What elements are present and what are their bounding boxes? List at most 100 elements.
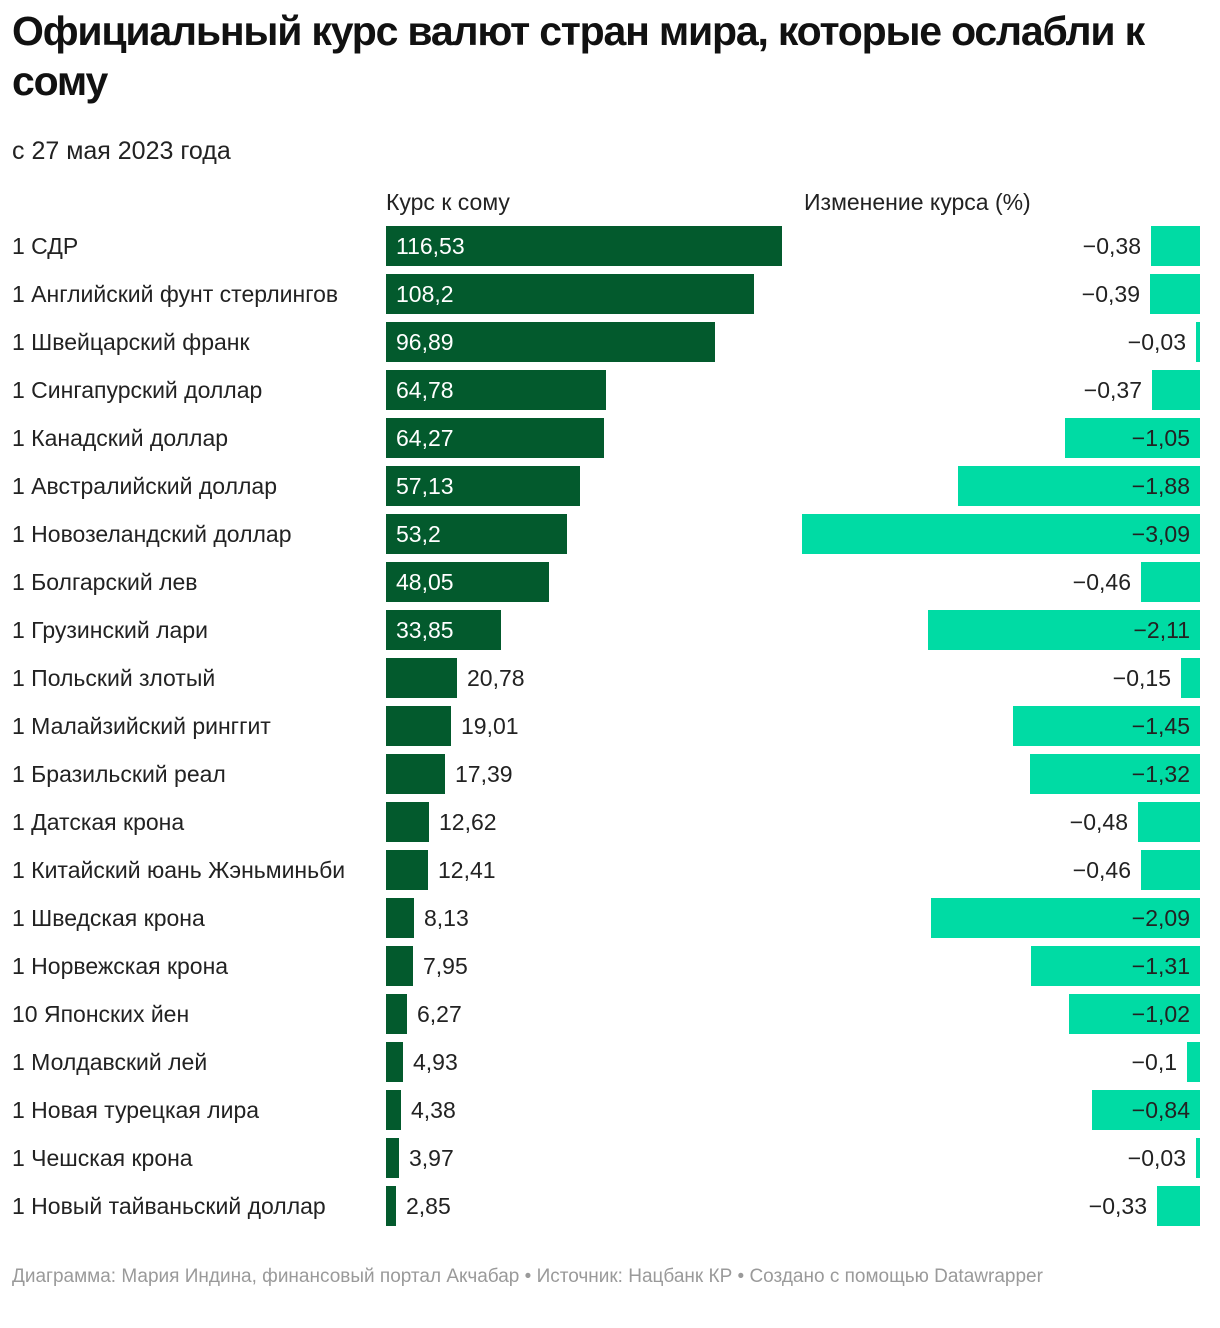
rate-value-label: 96,89 [396,329,454,355]
change-bar [1196,322,1200,362]
rate-bar [386,1090,401,1130]
change-bar [931,898,1200,938]
rate-value-label: 4,38 [411,1097,456,1123]
rate-bar [386,322,715,362]
rate-bar [386,274,754,314]
rate-bar [386,706,451,746]
chart-row: 1 Швейцарский франк 96,89 −0,03 [0,322,1220,362]
category-label: 1 Сингапурский доллар [12,377,263,403]
change-bar [1152,370,1200,410]
category-label: 1 Новая турецкая лира [12,1097,260,1123]
change-value-label: −1,02 [1131,1001,1190,1027]
change-bar [1069,994,1200,1034]
change-value-label: −0,15 [1112,665,1171,691]
rate-value-label: 2,85 [406,1193,451,1219]
rate-value-label: 116,53 [396,233,465,259]
rate-value-label: 19,01 [461,713,519,739]
change-value-label: −0,38 [1082,233,1141,259]
chart-row: 1 Бразильский реал 17,39 −1,32 [0,754,1220,794]
chart-row: 1 Польский злотый 20,78 −0,15 [0,658,1220,698]
change-value-label: −0,37 [1083,377,1142,403]
rate-value-label: 3,97 [409,1145,454,1171]
category-label: 1 Шведская крона [12,905,205,931]
rate-value-label: 57,13 [396,473,454,499]
change-bar [1151,226,1200,266]
change-value-label: −0,33 [1088,1193,1147,1219]
chart-row: 1 Английский фунт стерлингов 108,2 −0,39 [0,274,1220,314]
chart-row: 1 Австралийский доллар 57,13 −1,88 [0,466,1220,506]
rate-bar [386,850,428,890]
rate-bar [386,1138,399,1178]
change-value-label: −0,03 [1127,329,1186,355]
chart-row: 1 Новый тайваньский доллар 2,85 −0,33 [0,1186,1220,1226]
category-label: 1 Чешская крона [12,1145,193,1171]
rate-bar [386,1042,403,1082]
chart-row: 1 Норвежская крона 7,95 −1,31 [0,946,1220,986]
chart-row: 1 Новозеландский доллар 53,2 −3,09 [0,514,1220,554]
chart-row: 1 Грузинский лари 33,85 −2,11 [0,610,1220,650]
rate-value-label: 108,2 [396,281,454,307]
rate-bar [386,994,407,1034]
rate-value-label: 17,39 [455,761,513,787]
rate-bar [386,946,413,986]
change-bar [1030,754,1200,794]
chart-row: 1 Малайзийский ринггит 19,01 −1,45 [0,706,1220,746]
chart-subtitle: с 27 мая 2023 года [12,137,231,165]
chart-row: 1 Молдавский лей 4,93 −0,1 [0,1042,1220,1082]
change-value-label: −0,46 [1072,857,1131,883]
rate-value-label: 12,62 [439,809,497,835]
change-value-label: −2,11 [1133,617,1191,643]
chart-row: 1 Болгарский лев 48,05 −0,46 [0,562,1220,602]
chart-row: 1 Датская крона 12,62 −0,48 [0,802,1220,842]
chart-row: 1 Канадский доллар 64,27 −1,05 [0,418,1220,458]
rate-value-label: 20,78 [467,665,525,691]
category-label: 1 Малайзийский ринггит [12,713,271,739]
change-value-label: −0,03 [1127,1145,1186,1171]
rate-bar [386,610,501,650]
rate-value-label: 6,27 [417,1001,462,1027]
rate-value-label: 64,27 [396,425,454,451]
change-bar [1141,850,1200,890]
change-value-label: −3,09 [1131,521,1190,547]
rate-value-label: 4,93 [413,1049,458,1075]
rate-bar [386,514,567,554]
rate-bar [386,370,606,410]
change-bar [1092,1090,1200,1130]
category-label: 1 Польский злотый [12,665,216,691]
category-label: 10 Японских йен [12,1001,190,1027]
category-label: 1 Молдавский лей [12,1049,208,1075]
change-bar [1065,418,1200,458]
category-label: 1 Новый тайваньский доллар [12,1193,326,1219]
rate-bar [386,226,782,266]
chart-row: 10 Японских йен 6,27 −1,02 [0,994,1220,1034]
change-value-label: −1,45 [1131,713,1190,739]
rate-bar [386,658,457,698]
category-label: 1 Норвежская крона [12,953,229,979]
rate-bar [386,1186,396,1226]
rate-value-label: 8,13 [424,905,469,931]
chart-row: 1 Сингапурский доллар 64,78 −0,37 [0,370,1220,410]
change-bar [1181,658,1200,698]
change-bar [1196,1138,1200,1178]
chart-title: Официальный курс валют стран мира, котор… [12,8,1145,104]
rate-bar [386,418,604,458]
change-bar [802,514,1200,554]
category-label: 1 СДР [12,233,79,259]
chart-row: 1 Новая турецкая лира 4,38 −0,84 [0,1090,1220,1130]
change-value-label: −0,39 [1081,281,1140,307]
rate-value-label: 53,2 [396,521,441,547]
category-label: 1 Австралийский доллар [12,473,277,499]
change-bar [1150,274,1200,314]
category-label: 1 Китайский юань Жэньминьби [12,857,346,883]
change-bar [928,610,1200,650]
category-label: 1 Болгарский лев [12,569,198,595]
rate-bar [386,466,580,506]
rate-value-label: 48,05 [396,569,454,595]
change-bar [958,466,1200,506]
category-label: 1 Канадский доллар [12,425,229,451]
rate-value-label: 12,41 [438,857,496,883]
chart-row: 1 Чешская крона 3,97 −0,03 [0,1138,1220,1178]
category-label: 1 Английский фунт стерлингов [12,281,339,307]
change-bar [1031,946,1200,986]
